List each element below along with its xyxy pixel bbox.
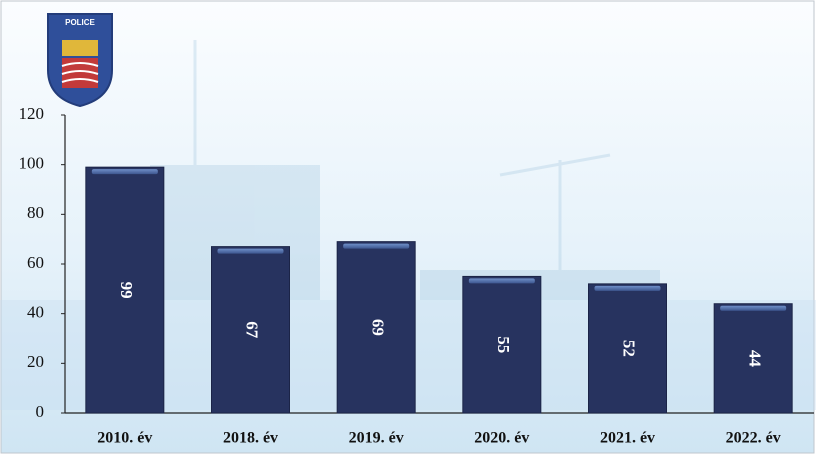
bar-cap <box>343 243 410 249</box>
y-tick-label: 0 <box>36 402 45 421</box>
x-tick-label: 2020. év <box>474 430 529 447</box>
y-tick-label: 40 <box>27 303 44 322</box>
x-tick-label: 2021. év <box>600 430 655 447</box>
bar-cap <box>720 305 787 311</box>
logo: POLICE <box>47 13 113 108</box>
value-label: 52 <box>620 340 639 357</box>
bar <box>588 283 667 414</box>
logo-text: POLICE <box>65 18 95 27</box>
bar-cap <box>594 285 661 291</box>
y-tick-label: 120 <box>19 104 45 123</box>
y-tick-label: 80 <box>27 203 44 222</box>
x-tick-label: 2022. év <box>726 430 781 447</box>
value-label: 67 <box>243 321 262 339</box>
bar-cap <box>468 278 535 284</box>
bar <box>462 275 542 414</box>
value-label: 99 <box>117 282 136 299</box>
x-tick-label: 2018. év <box>223 430 278 447</box>
x-tick-label: 2010. év <box>97 430 152 447</box>
value-label: 69 <box>368 319 387 336</box>
value-label: 44 <box>745 350 764 368</box>
y-tick-label: 100 <box>19 154 45 173</box>
bar-cap <box>217 248 284 254</box>
value-label: 55 <box>494 336 513 353</box>
y-tick-label: 20 <box>27 352 44 371</box>
bar <box>336 241 416 414</box>
bar <box>85 166 165 414</box>
bar <box>713 303 793 414</box>
bar <box>211 246 290 414</box>
bar-cap <box>91 169 158 175</box>
y-tick-label: 60 <box>27 253 44 272</box>
x-tick-label: 2019. év <box>349 430 404 447</box>
